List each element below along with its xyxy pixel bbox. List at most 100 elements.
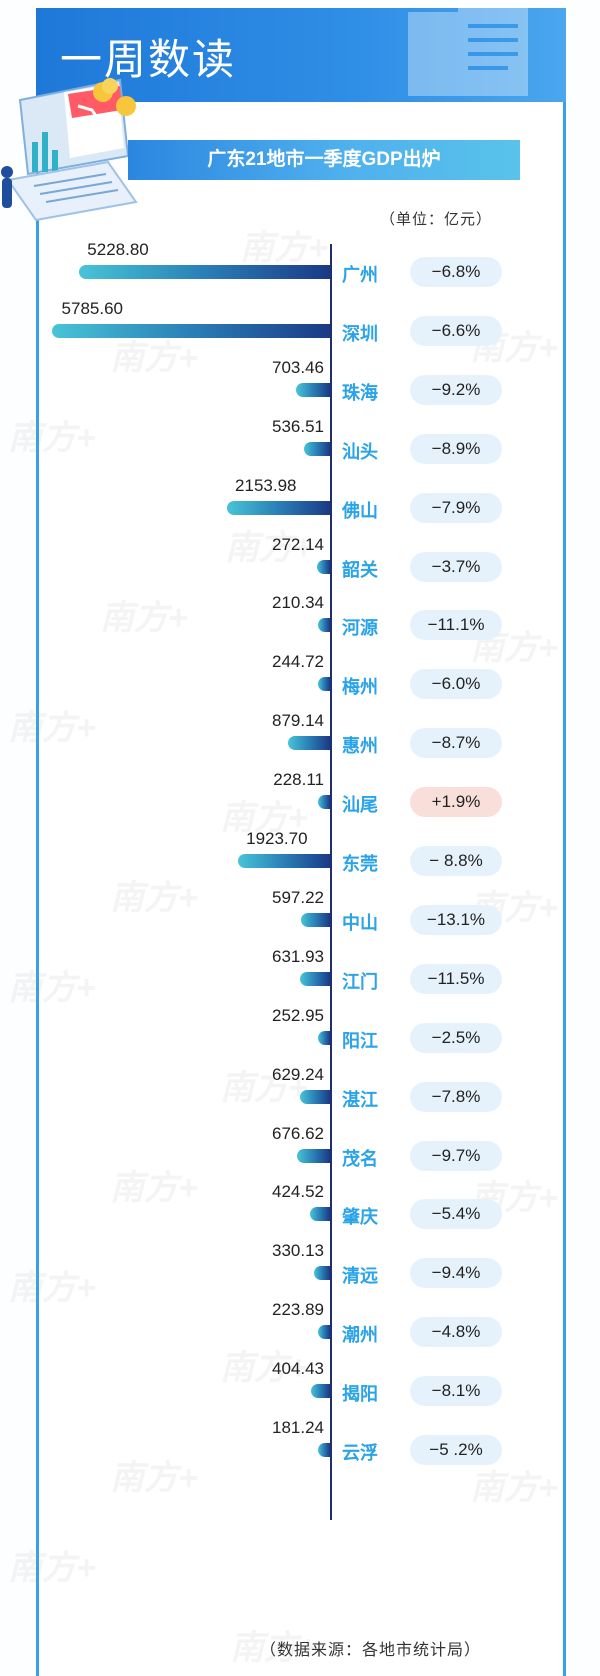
bar [318, 1325, 330, 1340]
data-label: 676.62 [272, 1123, 324, 1143]
growth-badge: −9.4% [410, 1258, 502, 1289]
category-label: 东莞 [342, 854, 378, 874]
bar [226, 500, 330, 515]
bar [78, 265, 330, 279]
data-label: 228.11 [273, 770, 324, 790]
watermark-text: 南方+ [225, 529, 313, 567]
page-title: 一周数读 [60, 36, 237, 83]
data-label: 424.52 [272, 1182, 324, 1202]
bar [237, 854, 330, 868]
category-label: 深圳 [342, 323, 378, 344]
watermark-text: 南方+ [220, 1349, 308, 1387]
growth-badge: −6.8% [410, 257, 502, 287]
watermark-text: 南方+ [220, 1069, 308, 1107]
growth-badge: −11.1% [410, 610, 502, 641]
data-label: 244.72 [272, 652, 324, 672]
growth-badge: −2.5% [410, 1022, 502, 1053]
watermark-text: 南方+ [470, 1469, 558, 1507]
bar [299, 971, 330, 986]
category-label: 惠州 [342, 736, 378, 757]
growth-badge: −8.1% [410, 1376, 502, 1407]
laptop-chart-illustration [1, 78, 138, 222]
data-label: 272.14 [272, 534, 324, 554]
watermark-text: 南方+ [220, 799, 308, 837]
category-label: 阳江 [342, 1030, 378, 1051]
bar [301, 912, 330, 927]
category-label: 韶关 [342, 559, 378, 580]
category-label: 肇庆 [342, 1207, 378, 1228]
bar [287, 736, 330, 751]
category-label: 清远 [342, 1266, 378, 1287]
data-label: 1923.70 [246, 829, 308, 848]
bar [317, 1030, 330, 1045]
bar [318, 1443, 330, 1457]
category-label: 汕头 [342, 441, 378, 462]
category-label: 茂名 [342, 1148, 378, 1169]
header-band [36, 8, 566, 102]
data-label: 5785.60 [61, 298, 123, 318]
bar [297, 1148, 330, 1163]
growth-badge: −13.1% [410, 904, 502, 935]
data-label: 404.43 [272, 1359, 324, 1379]
bar [318, 677, 330, 692]
watermark-text: 南方+ [8, 419, 96, 457]
growth-badge: −6.0% [410, 669, 502, 700]
bar [304, 441, 330, 456]
chart-banner [128, 140, 520, 180]
growth-badge: −9.7% [410, 1140, 502, 1171]
watermark-text: 南方+ [8, 1269, 96, 1307]
data-label: 597.22 [272, 887, 324, 907]
unit-note: （单位：亿元） [380, 211, 493, 228]
category-label: 河源 [342, 618, 378, 639]
document-icon [408, 6, 528, 96]
data-label: 210.34 [272, 593, 324, 613]
watermark-text: 南方+ [8, 969, 96, 1007]
data-label: 631.93 [272, 946, 324, 966]
chart-title: 广东21地市一季度GDP出炉 [207, 149, 441, 170]
watermark-text: 南方+ [240, 229, 328, 267]
watermark-text: 南方+ [110, 879, 198, 917]
growth-badge: −8.9% [410, 433, 502, 464]
category-label: 佛山 [342, 500, 378, 521]
category-label: 汕尾 [342, 795, 378, 816]
category-label: 揭阳 [342, 1384, 378, 1405]
watermark-text: 南方+ [8, 709, 96, 747]
bar [52, 323, 330, 338]
growth-badge: −4.8% [410, 1317, 502, 1348]
bar [318, 795, 330, 810]
bar [309, 1207, 330, 1222]
bar [316, 559, 330, 574]
growth-badge: −5 .2% [410, 1435, 502, 1465]
growth-badge: −6.6% [410, 315, 502, 346]
bar [318, 618, 330, 633]
growth-badge: − 8.8% [410, 846, 502, 876]
data-label: 703.46 [272, 357, 324, 377]
bar [310, 1384, 330, 1399]
growth-badge: −11.5% [410, 963, 502, 994]
category-label: 珠海 [342, 382, 378, 403]
watermark-text: 南方+ [8, 1549, 96, 1587]
watermark-text: 南方+ [230, 1629, 318, 1667]
chart-axis-line [330, 244, 332, 1520]
data-label: 879.14 [272, 711, 324, 731]
growth-badge: −7.8% [410, 1081, 502, 1112]
growth-badge: +1.9% [410, 787, 502, 818]
category-label: 梅州 [342, 677, 378, 698]
growth-badge: −5.4% [410, 1199, 502, 1230]
category-label: 中山 [342, 912, 378, 933]
growth-badge: −9.2% [410, 374, 502, 405]
watermark-text: 南方+ [100, 599, 188, 637]
watermark-text: 南方+ [110, 339, 198, 377]
watermark-text: 南方+ [110, 1169, 198, 1207]
category-label: 江门 [342, 971, 378, 992]
data-label: 223.89 [272, 1300, 324, 1320]
watermark-text: 南方+ [110, 1459, 198, 1497]
data-label: 536.51 [272, 416, 324, 436]
data-label: 2153.98 [235, 475, 297, 495]
growth-badge: −8.7% [410, 728, 502, 759]
category-label: 湛江 [342, 1089, 378, 1110]
category-label: 潮州 [342, 1325, 378, 1346]
bar [299, 1089, 330, 1104]
data-label: 330.13 [272, 1241, 324, 1261]
category-label: 广州 [342, 265, 378, 285]
